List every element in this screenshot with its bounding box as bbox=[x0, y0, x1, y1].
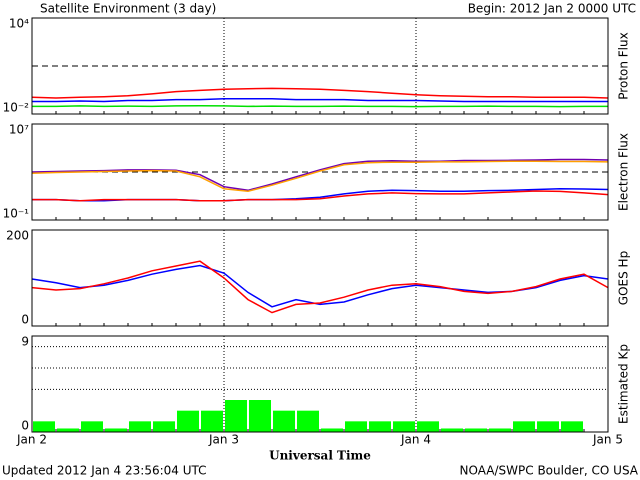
bar bbox=[537, 421, 559, 432]
y-axis-label: Electron Flux bbox=[617, 133, 631, 211]
bar bbox=[105, 428, 127, 432]
series-line bbox=[31, 260, 609, 314]
bar bbox=[153, 421, 175, 432]
series-line bbox=[32, 104, 608, 108]
y-tick-label: 9 bbox=[21, 335, 29, 349]
plot-area bbox=[32, 124, 608, 220]
plot-frame bbox=[31, 229, 609, 327]
chart-title: Satellite Environment (3 day) bbox=[40, 2, 216, 16]
x-tick-label: Jan 4 bbox=[400, 433, 431, 447]
bar bbox=[57, 428, 79, 432]
bar bbox=[177, 410, 199, 432]
y-tick-label: 0 bbox=[21, 419, 29, 433]
plot-frame bbox=[31, 335, 609, 433]
bar bbox=[321, 428, 343, 432]
bar bbox=[369, 421, 391, 432]
begin-label: Begin: 2012 Jan 2 0000 UTC bbox=[468, 2, 636, 16]
updated-label: Updated 2012 Jan 4 23:56:04 UTC bbox=[2, 464, 207, 478]
bar bbox=[201, 410, 223, 432]
bar bbox=[393, 421, 415, 432]
y-axis-label: Estimated Kp bbox=[617, 344, 631, 424]
y-tick-label: 10⁷ bbox=[9, 123, 29, 137]
plot-frame bbox=[31, 123, 609, 221]
bar bbox=[225, 400, 247, 432]
x-tick-label: Jan 5 bbox=[592, 433, 623, 447]
bar bbox=[465, 428, 487, 432]
credit-label: NOAA/SWPC Boulder, CO USA bbox=[460, 464, 639, 478]
series-line bbox=[31, 160, 609, 192]
bar bbox=[513, 421, 535, 432]
bar bbox=[249, 400, 271, 432]
bar bbox=[273, 410, 295, 432]
y-tick-label: 200 bbox=[6, 229, 29, 243]
x-axis-label: Universal Time bbox=[269, 449, 371, 463]
y-tick-label: 0 bbox=[21, 313, 29, 327]
y-axis-label: GOES Hp bbox=[617, 251, 631, 305]
x-tick-label: Jan 3 bbox=[208, 433, 239, 447]
bar bbox=[417, 421, 439, 432]
bar bbox=[489, 428, 511, 432]
series-line bbox=[31, 87, 609, 99]
series-line bbox=[32, 190, 609, 202]
plot-area bbox=[32, 230, 608, 326]
y-tick-label: 10⁻¹ bbox=[3, 207, 30, 221]
bar bbox=[297, 410, 319, 432]
bar bbox=[129, 421, 151, 432]
y-axis-label: Proton Flux bbox=[617, 32, 631, 99]
plot-frame bbox=[31, 17, 609, 115]
bar bbox=[345, 421, 367, 432]
x-tick-label: Jan 2 bbox=[16, 433, 47, 447]
bar bbox=[33, 421, 55, 432]
series-line bbox=[31, 158, 609, 192]
plot-area bbox=[32, 336, 608, 432]
series-line bbox=[32, 97, 608, 103]
bar bbox=[561, 421, 583, 432]
bar bbox=[441, 428, 463, 432]
y-tick-label: 10⁻² bbox=[3, 101, 30, 115]
y-tick-label: 10⁴ bbox=[9, 17, 29, 31]
bar bbox=[81, 421, 103, 432]
